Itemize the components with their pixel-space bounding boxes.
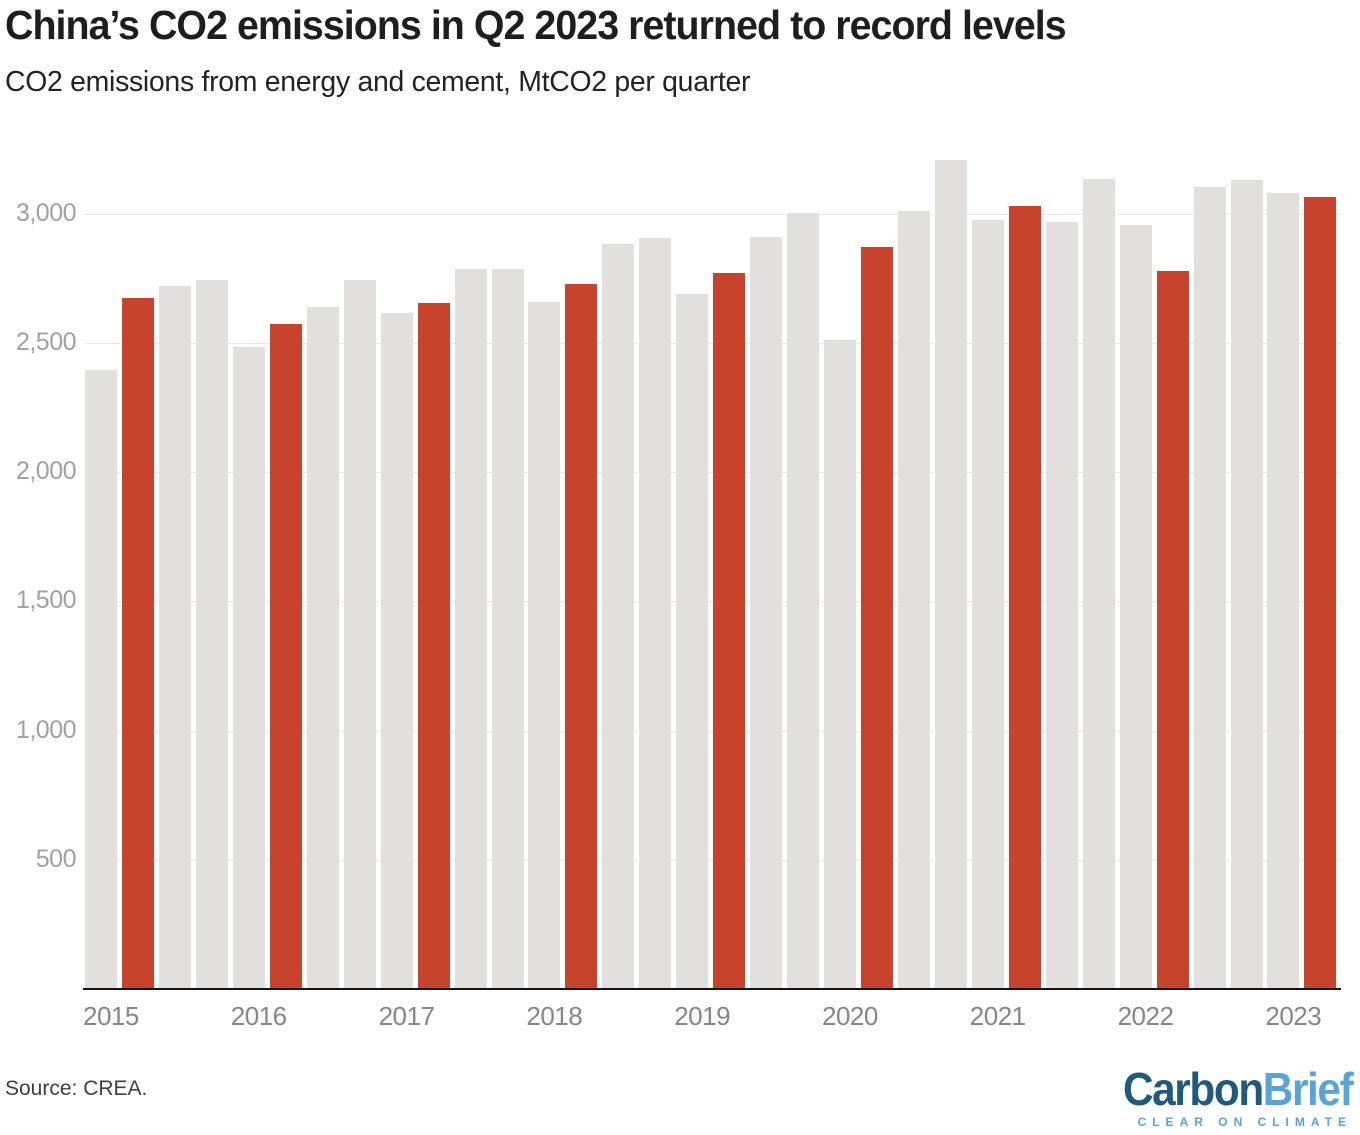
source-note: Source: CREA. [5, 1077, 148, 1100]
bar-2018-Q3 [602, 243, 635, 989]
bar-2022-Q3 [1193, 186, 1226, 989]
bar-2020-Q4 [934, 159, 967, 989]
bar-2022-Q2 [1156, 270, 1189, 989]
x-tick-label-2020: 2020 [822, 1001, 878, 1031]
gridline-2000 [85, 472, 1341, 474]
x-tick-label-2017: 2017 [378, 1001, 435, 1031]
bar-2018-Q1 [528, 301, 561, 989]
gridline-1000 [85, 730, 1341, 732]
bar-2019-Q4 [787, 212, 820, 989]
x-tick-label-2018: 2018 [526, 1001, 583, 1031]
bar-2022-Q4 [1230, 180, 1263, 989]
bar-2016-Q4 [343, 279, 376, 989]
bar-2020-Q2 [861, 247, 893, 989]
bar-2015-Q1 [85, 370, 117, 989]
x-tick-label-2021: 2021 [969, 1001, 1026, 1031]
bar-2021-Q2 [1008, 206, 1041, 989]
bar-2021-Q4 [1082, 178, 1115, 989]
bar-2016-Q3 [306, 306, 339, 989]
bar-2019-Q2 [713, 273, 746, 989]
x-tick-label-2019: 2019 [674, 1001, 731, 1031]
x-tick-label-2023: 2023 [1265, 1001, 1322, 1031]
logo-text-brief: Brief [1262, 1063, 1353, 1115]
bar-2022-Q1 [1119, 225, 1152, 989]
bar-2017-Q4 [491, 269, 524, 989]
bar-2020-Q3 [897, 211, 930, 989]
bar-2018-Q4 [639, 238, 672, 989]
y-tick-label-2000: 2,000 [15, 457, 77, 486]
bar-2020-Q1 [824, 340, 856, 989]
logo-wordmark: CarbonBrief [1122, 1063, 1354, 1115]
bar-2015-Q4 [195, 279, 228, 989]
y-tick-label-1000: 1,000 [15, 715, 77, 744]
x-tick-label-2015: 2015 [83, 1001, 139, 1031]
gridline-1500 [85, 601, 1341, 603]
x-tick-label-2016: 2016 [230, 1001, 287, 1031]
x-axis-line [83, 988, 1341, 990]
bar-2018-Q2 [565, 283, 598, 989]
bar-2021-Q1 [971, 220, 1004, 989]
chart-title: China’s CO2 emissions in Q2 2023 returne… [5, 2, 1067, 48]
bar-2019-Q1 [676, 293, 709, 989]
bar-2016-Q2 [269, 323, 302, 989]
y-tick-label-500: 500 [35, 844, 77, 873]
gridline-500 [85, 859, 1341, 861]
y-tick-label-2500: 2,500 [15, 328, 77, 356]
bar-2015-Q2 [122, 297, 154, 989]
logo-text-carbon: Carbon [1122, 1063, 1264, 1115]
bar-2017-Q1 [380, 313, 413, 989]
logo-tagline: CLEAR ON CLIMATE [1137, 1115, 1352, 1129]
bar-2021-Q3 [1045, 221, 1078, 989]
y-tick-label-3000: 3,000 [15, 198, 77, 227]
gridline-3000 [85, 213, 1341, 215]
bar-2017-Q3 [454, 269, 487, 989]
y-tick-label-1500: 1,500 [15, 586, 77, 615]
bar-2023-Q1 [1267, 193, 1300, 989]
bar-2017-Q2 [417, 302, 450, 989]
bar-2016-Q1 [232, 346, 265, 989]
gridline-2500 [85, 343, 1341, 344]
chart-subtitle: CO2 emissions from energy and cement, Mt… [5, 66, 751, 98]
bar-2019-Q3 [750, 237, 783, 989]
bar-2015-Q3 [158, 286, 191, 989]
carbonbrief-logo: CarbonBrief CLEAR ON CLIMATE [1103, 1063, 1354, 1129]
bar-2023-Q2 [1304, 197, 1337, 989]
x-tick-label-2022: 2022 [1117, 1001, 1174, 1031]
